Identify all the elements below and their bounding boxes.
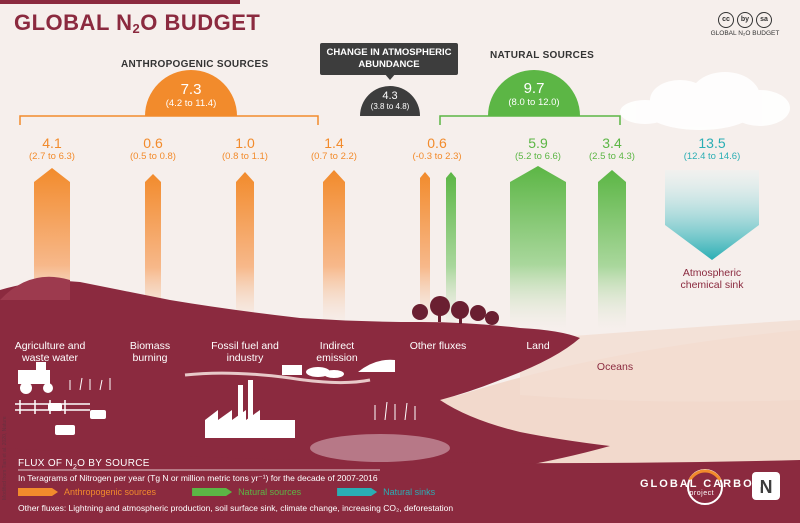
cc-icon: cc xyxy=(718,12,734,28)
grass xyxy=(69,377,416,421)
arrow-oceans xyxy=(598,170,626,330)
arrow-indirect xyxy=(323,170,345,330)
arrow-other-natural xyxy=(446,172,456,330)
legend-item-sinks: Natural sinks xyxy=(337,487,435,497)
flux-agri: 4.1 (2.7 to 6.3) xyxy=(29,135,75,162)
orange-arrow-icon xyxy=(18,488,58,496)
legend: Anthropogenic sources Natural sources Na… xyxy=(18,487,465,497)
change-dome xyxy=(360,86,420,116)
flux-oceans: 3.4 (2.5 to 4.3) xyxy=(589,135,635,162)
anthro-dome xyxy=(145,70,237,116)
change-total: 4.3 (3.8 to 4.8) xyxy=(370,90,410,111)
label-indirect: Indirect emission xyxy=(316,340,358,364)
gcp-logo[interactable]: GLOBAL CARBON project xyxy=(640,478,764,497)
legend-item-natural: Natural sources xyxy=(192,487,301,497)
sa-icon: sa xyxy=(756,12,772,28)
change-callout: CHANGE IN ATMOSPHERIC ABUNDANCE xyxy=(320,43,458,75)
arrow-other-anthro xyxy=(420,172,430,330)
flux-indirect: 1.4 (0.7 to 2.2) xyxy=(311,135,357,162)
flux-land: 5.9 (5.2 to 6.6) xyxy=(515,135,561,162)
page-title: GLOBAL N2O BUDGET xyxy=(14,10,261,36)
teal-arrow-icon xyxy=(337,488,378,496)
cloud xyxy=(620,72,790,130)
dome-building xyxy=(358,359,395,372)
legend-item-anthropogenic: Anthropogenic sources xyxy=(18,487,156,497)
trees xyxy=(412,296,499,325)
top-bar xyxy=(0,0,240,4)
label-oceans: Oceans xyxy=(596,361,634,373)
label-fossil: Fossil fuel and industry xyxy=(211,340,279,364)
flux-biomass: 0.6 (0.5 to 0.8) xyxy=(130,135,176,162)
flux-sink: 13.5 (12.4 to 14.6) xyxy=(683,135,741,162)
anthro-header: ANTHROPOGENIC SOURCES xyxy=(121,59,269,70)
tanks xyxy=(282,365,344,378)
anthro-total: 7.3 (4.2 to 11.4) xyxy=(165,81,217,109)
label-other: Other fluxes xyxy=(409,340,467,352)
arrow-land xyxy=(510,166,566,330)
cows xyxy=(48,403,106,435)
anthro-bracket xyxy=(19,115,319,125)
tractor xyxy=(18,362,53,394)
by-icon: by xyxy=(737,12,753,28)
flux-fossil: 1.0 (0.8 to 1.1) xyxy=(222,135,268,162)
cc-license[interactable]: cc by sa GLOBAL N₂O BUDGET xyxy=(710,12,780,37)
label-land: Land xyxy=(526,340,550,352)
green-arrow-icon xyxy=(192,488,233,496)
svg-text:N: N xyxy=(760,477,773,497)
natural-bracket xyxy=(439,115,621,125)
factory xyxy=(205,380,295,438)
flux-other: 0.6 (-0.3 to 2.3) xyxy=(412,135,462,162)
label-biomass: Biomass burning xyxy=(129,340,171,364)
arrow-fossil xyxy=(236,172,254,330)
legend-description: In Teragrams of Nitrogen per year (Tg N … xyxy=(18,473,378,483)
lake xyxy=(310,434,450,462)
arrow-biomass xyxy=(145,174,161,330)
legend-title: FLUX OF N2O BY SOURCE xyxy=(18,458,150,471)
n-logo xyxy=(752,472,780,500)
natural-header: NATURAL SOURCES xyxy=(490,50,595,61)
other-fluxes-note: Other fluxes: Lightning and atmospheric … xyxy=(18,503,454,513)
natural-total: 9.7 (8.0 to 12.0) xyxy=(508,80,560,108)
credit-text: Modified from Tian et al. 2020, Nature xyxy=(2,416,8,500)
label-sink: Atmospheric chemical sink xyxy=(680,267,744,291)
arrow-sink xyxy=(665,170,759,260)
natural-dome xyxy=(488,70,580,116)
label-agri: Agriculture and waste water xyxy=(14,340,86,364)
